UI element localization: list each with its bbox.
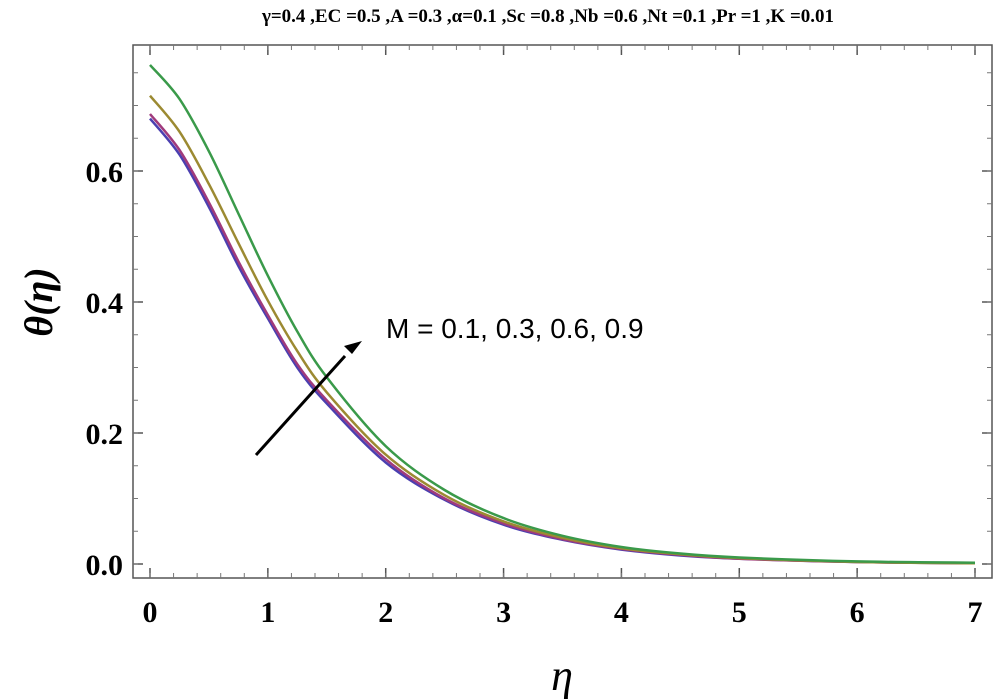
- annotation-label: M = 0.1, 0.3, 0.6, 0.9: [386, 313, 644, 344]
- x-tick-label: 5: [732, 596, 747, 629]
- x-tick-label: 7: [968, 596, 983, 629]
- arrow-shaft: [254, 354, 347, 457]
- annotation-arrow: [254, 341, 362, 457]
- x-tick-label: 6: [850, 596, 865, 629]
- x-axis-label: η: [551, 651, 573, 699]
- axis-ticks: 0 1 2 3 4 5 6 7 0.0 0.2 0.4 0.6: [86, 45, 992, 629]
- y-axis-label: θ(η): [16, 267, 61, 336]
- y-tick-label: 0.6: [86, 156, 124, 189]
- plot-frame: [132, 44, 993, 579]
- x-tick-label: 1: [260, 596, 275, 629]
- y-tick-label: 0.2: [86, 418, 124, 451]
- x-tick-label: 3: [496, 596, 511, 629]
- x-tick-label: 0: [143, 596, 158, 629]
- chart-title: γ=0.4 ,EC =0.5 ,A =0.3 ,α=0.1 ,Sc =0.8 ,…: [261, 6, 834, 27]
- x-tick-label: 2: [378, 596, 393, 629]
- series-lines: [149, 64, 976, 565]
- arrow-head: [344, 341, 362, 354]
- series-line-4: [149, 64, 976, 564]
- y-tick-label: 0.4: [86, 287, 124, 320]
- y-tick-label: 0.0: [86, 549, 124, 582]
- x-tick-label: 4: [614, 596, 629, 629]
